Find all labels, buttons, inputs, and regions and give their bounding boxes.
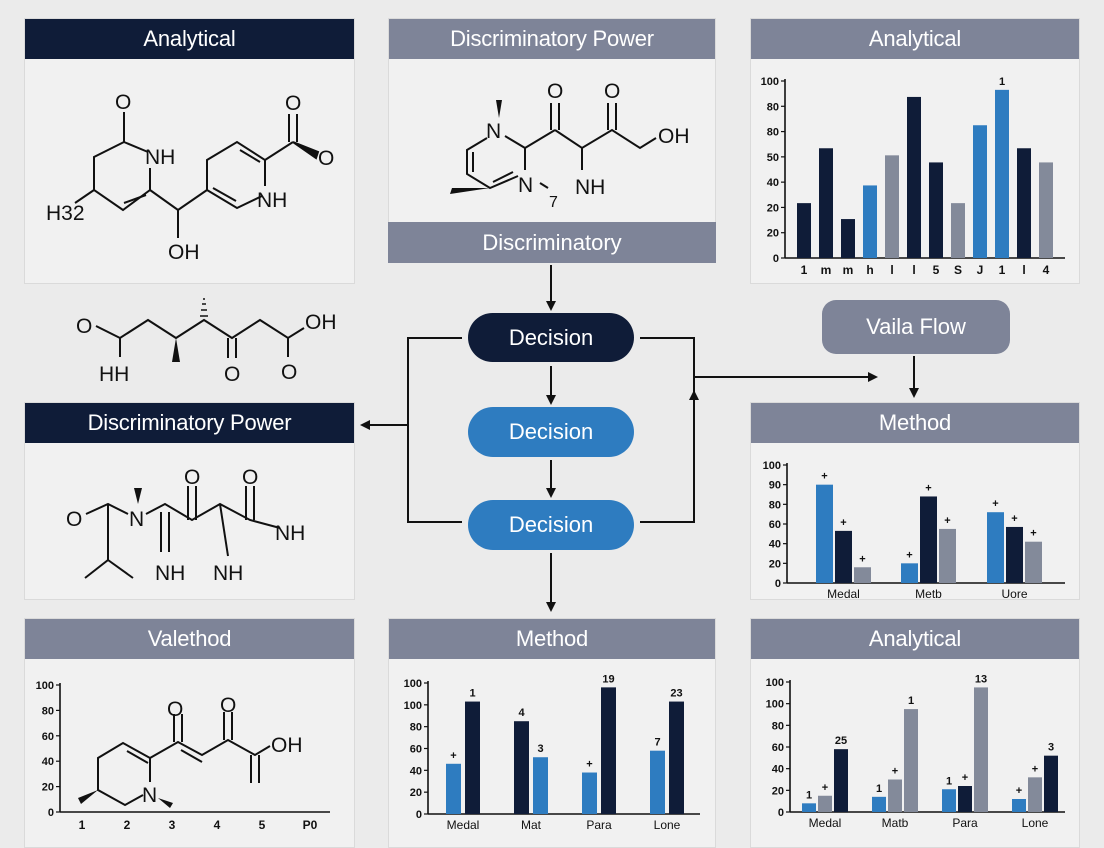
panel-title: Discriminatory Power bbox=[389, 19, 715, 59]
panel-title: Analytical bbox=[751, 619, 1079, 659]
decision-node-3[interactable]: Decision bbox=[468, 500, 634, 550]
panel-title: Discriminatory Power bbox=[25, 403, 354, 443]
panel-mid-right: Method bbox=[750, 402, 1080, 600]
panel-title: Method bbox=[389, 619, 715, 659]
panel-title: Method bbox=[751, 403, 1079, 443]
panel-mid-left: Discriminatory Power bbox=[24, 402, 355, 600]
molecule-structure-3: O HH O O OH bbox=[76, 298, 337, 386]
panel-top-right: Analytical bbox=[750, 18, 1080, 284]
atom-label: OH bbox=[305, 311, 337, 334]
left-loop-connector bbox=[407, 337, 462, 523]
atom-label: O bbox=[76, 315, 92, 338]
panel-title: Valethod bbox=[25, 619, 354, 659]
atom-label: O bbox=[224, 363, 240, 386]
vaila-flow-node[interactable]: Vaila Flow bbox=[822, 300, 1010, 354]
panel-title: Analytical bbox=[751, 19, 1079, 59]
panel-bottom-right: Analytical bbox=[750, 618, 1080, 848]
atom-label: O bbox=[281, 361, 297, 384]
right-loop-connector bbox=[640, 337, 695, 523]
discriminatory-band: Discriminatory bbox=[388, 222, 716, 263]
decision-node-1[interactable]: Decision bbox=[468, 313, 634, 362]
panel-bottom-center: Method bbox=[388, 618, 716, 848]
atom-label: HH bbox=[99, 363, 129, 386]
decision-node-2[interactable]: Decision bbox=[468, 407, 634, 457]
panel-bottom-left: Valethod bbox=[24, 618, 355, 848]
panel-title: Analytical bbox=[25, 19, 354, 59]
panel-top-left: Analytical bbox=[24, 18, 355, 284]
